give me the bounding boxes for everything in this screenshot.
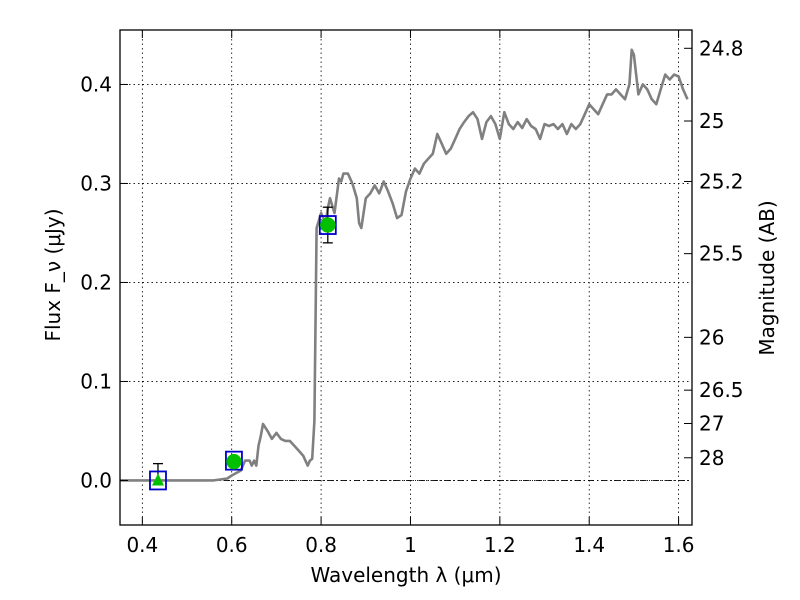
detection-point [226, 453, 242, 470]
mag-tick-label: 26 [699, 325, 724, 349]
y-tick-label: 0.3 [80, 171, 112, 195]
mag-tick-label: 25.2 [699, 169, 744, 193]
spectrum-line [120, 48, 689, 482]
detection-point [320, 217, 336, 233]
x-tick-label: 1.6 [663, 533, 695, 557]
y-axis-title: Flux F_ν (μJy) [41, 208, 65, 341]
upper-limit-marker [151, 473, 164, 486]
x-axis-title: Wavelength λ (μm) [310, 563, 501, 587]
filter-box [318, 215, 337, 235]
x-tick-label: 0.8 [305, 533, 337, 557]
y-tick-label: 0.4 [80, 72, 112, 96]
ticks [120, 30, 692, 525]
x-tick-label: 0.6 [216, 533, 248, 557]
y-tick-label: 0.0 [80, 468, 112, 492]
x-tick-label: 1.2 [484, 533, 516, 557]
y-tick-label: 0.1 [80, 369, 112, 393]
mag-tick-label: 25 [699, 109, 724, 133]
x-tick-label: 1.4 [573, 533, 605, 557]
x-tick-label: 0.4 [126, 533, 158, 557]
mag-tick-label: 24.8 [699, 36, 744, 60]
mag-tick-label: 27 [699, 411, 724, 435]
plot-frame [119, 29, 693, 526]
mag-tick-label: 28 [699, 446, 724, 470]
tick-labels: 0.4 0.6 0.8 1 1.2 1.4 1.6 0.0 0.1 0.2 0.3 0.4 24.8 25… [80, 36, 743, 557]
right-axis-title: Magnitude (AB) [755, 200, 779, 355]
plot-layer [120, 48, 689, 491]
mag-tick-label: 26.5 [699, 378, 744, 402]
x-tick-label: 1 [404, 533, 417, 557]
filter-box [149, 470, 167, 491]
filter-box [225, 450, 243, 471]
y-tick-label: 0.2 [80, 270, 112, 294]
mag-tick-label: 25.5 [699, 242, 744, 266]
